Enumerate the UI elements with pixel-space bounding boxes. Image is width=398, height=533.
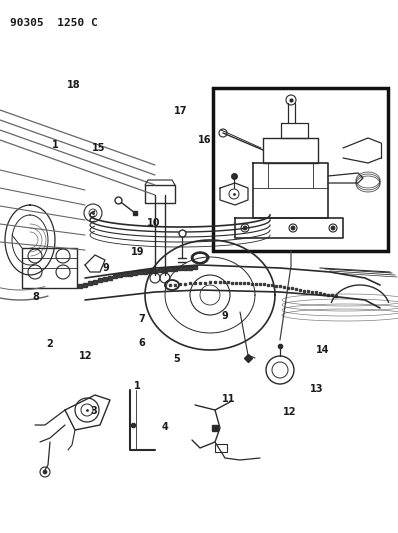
Circle shape: [43, 470, 47, 474]
Text: 1: 1: [134, 382, 140, 391]
Text: 9: 9: [222, 311, 228, 320]
Circle shape: [291, 226, 295, 230]
Bar: [213, 88, 388, 251]
Text: 3: 3: [90, 407, 97, 416]
Text: 8: 8: [32, 293, 39, 302]
Text: 10: 10: [146, 218, 160, 228]
Text: 14: 14: [316, 345, 330, 355]
Text: 11: 11: [222, 394, 236, 403]
Circle shape: [331, 226, 335, 230]
Text: 5: 5: [174, 354, 180, 364]
Text: 9: 9: [102, 263, 109, 273]
Text: 12: 12: [79, 351, 92, 361]
Text: 16: 16: [198, 135, 212, 144]
Text: 4: 4: [162, 423, 168, 432]
Text: 17: 17: [174, 106, 188, 116]
Bar: [215, 444, 227, 452]
Text: 90305  1250 C: 90305 1250 C: [10, 18, 98, 28]
Bar: [145, 185, 175, 203]
Text: 15: 15: [92, 143, 105, 153]
Text: 19: 19: [131, 247, 144, 256]
Text: 18: 18: [67, 80, 80, 90]
Text: 6: 6: [138, 338, 144, 348]
Text: 12: 12: [283, 407, 297, 417]
Text: 1: 1: [52, 140, 58, 150]
Text: 13: 13: [310, 384, 323, 394]
Text: 7: 7: [138, 314, 144, 324]
Text: 2: 2: [47, 339, 53, 349]
Circle shape: [243, 226, 247, 230]
Bar: [22, 248, 77, 288]
